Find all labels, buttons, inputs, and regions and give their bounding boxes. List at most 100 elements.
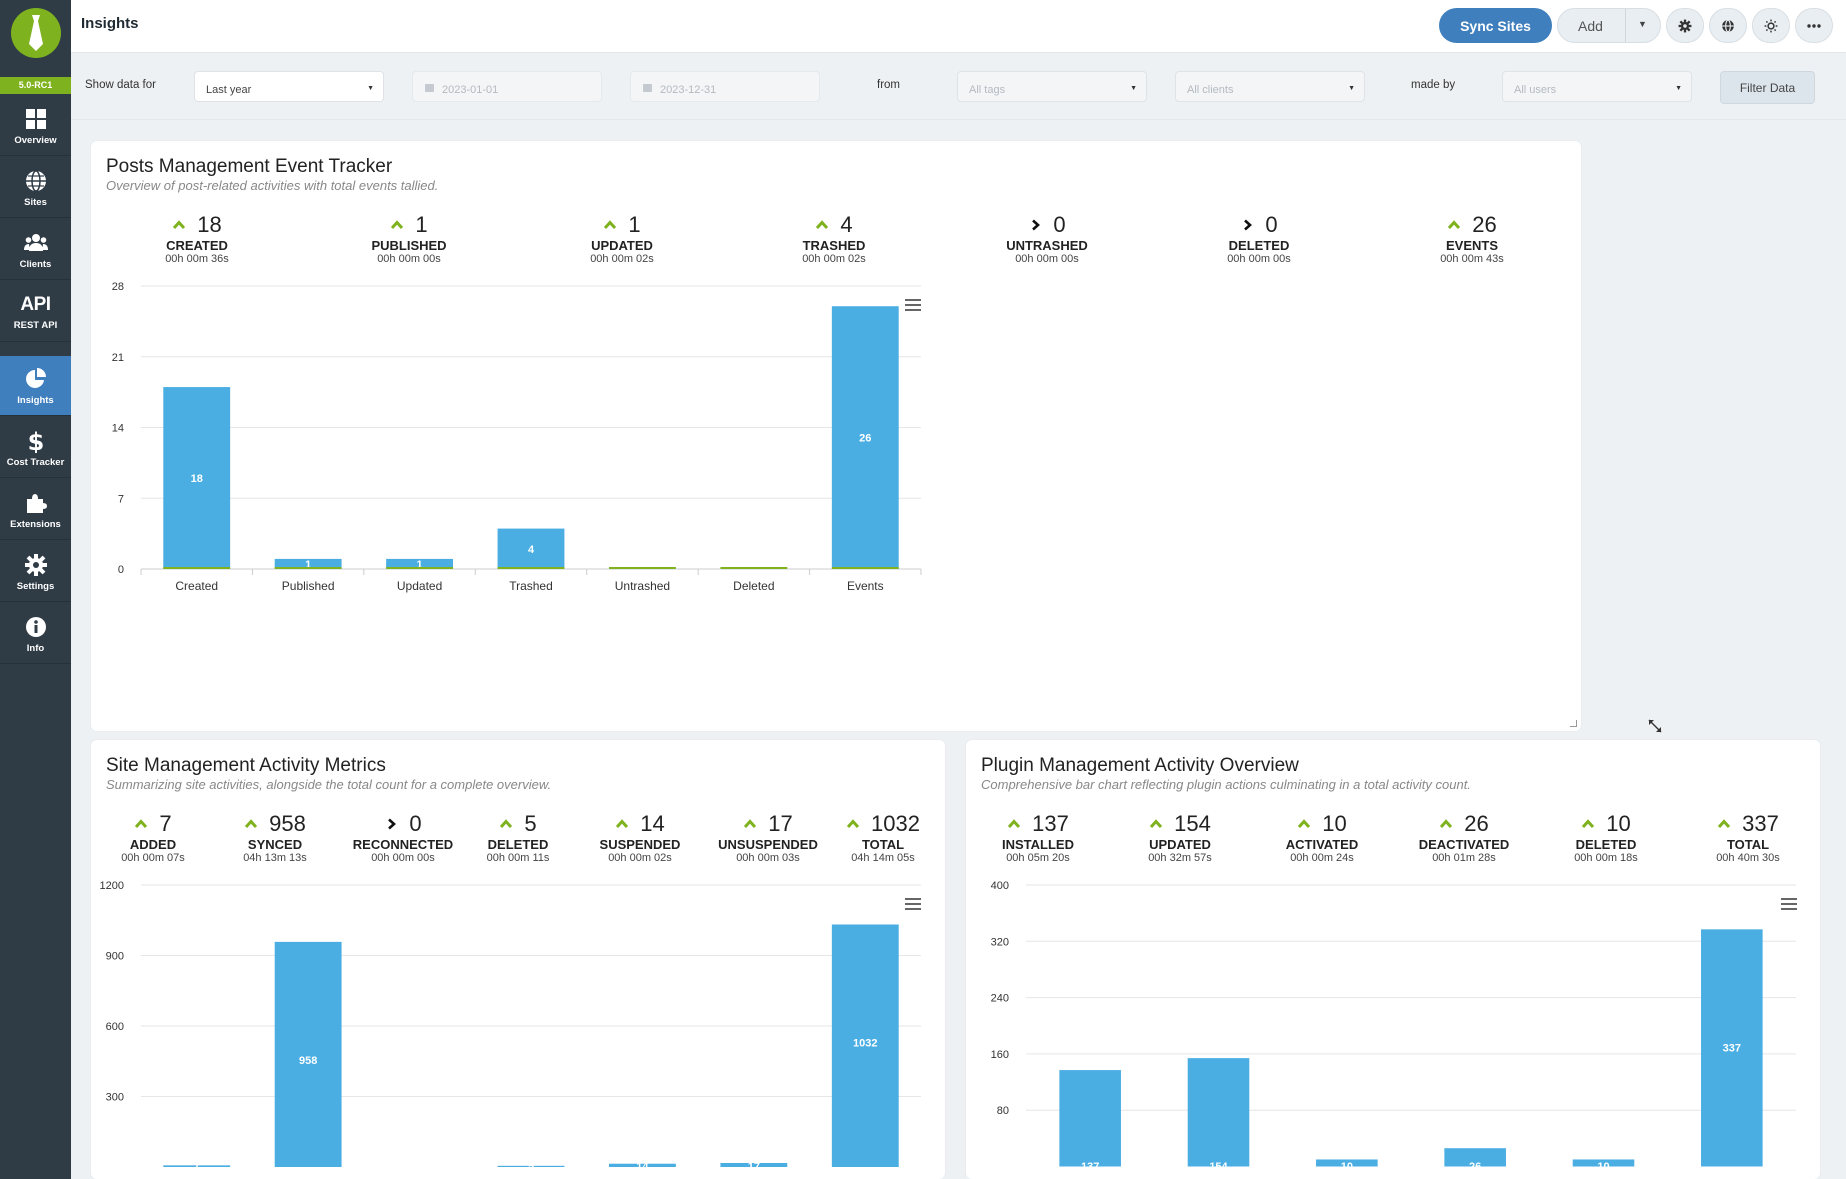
- clients-select[interactable]: All clients ▼: [1175, 71, 1365, 102]
- trend-up-icon: [1582, 819, 1595, 829]
- stat-value: 0: [1265, 212, 1278, 237]
- period-select[interactable]: Last year ▼: [194, 71, 384, 102]
- date-to-field[interactable]: 2023-12-31: [630, 71, 820, 102]
- sidebar-item-settings[interactable]: Settings: [0, 542, 71, 602]
- more-button[interactable]: [1795, 8, 1833, 43]
- stat-value: 4: [840, 212, 853, 237]
- stat-label: DEACTIVATED: [1418, 837, 1510, 852]
- trend-up-icon: [1440, 819, 1453, 829]
- bar-published: [274, 558, 342, 569]
- chart-menu-icon[interactable]: [905, 898, 921, 910]
- period-select-value: Last year: [206, 84, 252, 96]
- stat-value-row: 0: [328, 811, 478, 836]
- add-button[interactable]: Add ▼: [1557, 8, 1661, 43]
- sidebar-item-info[interactable]: Info: [0, 604, 71, 664]
- chart-menu-icon[interactable]: [905, 299, 921, 311]
- stat-value-row: 18: [122, 212, 272, 237]
- stat-label: EVENTS: [1445, 238, 1498, 253]
- date-from-value: 2023-01-01: [442, 84, 499, 96]
- sync-sites-button[interactable]: Sync Sites: [1439, 8, 1552, 43]
- tags-select[interactable]: All tags ▼: [957, 71, 1147, 102]
- sidebar-item-clients[interactable]: Clients: [0, 220, 71, 280]
- resize-arrow-icon[interactable]: [1647, 718, 1663, 734]
- svg-text:$: $: [27, 429, 44, 453]
- bar-baseline: [831, 567, 899, 569]
- stat-value-row: 1032: [808, 811, 945, 836]
- stat-label: TOTAL: [1726, 837, 1770, 852]
- y-tick-label: 300: [106, 1092, 124, 1104]
- stat-value-row: 5: [443, 811, 593, 836]
- stat-time: 00h 00m 18s: [1574, 852, 1638, 864]
- trend-up-icon: [616, 819, 629, 829]
- sidebar-item-sites[interactable]: Sites: [0, 158, 71, 218]
- stat-value-row: 10: [1247, 811, 1397, 836]
- bar-baseline: [163, 567, 231, 569]
- stat-value: 10: [1322, 811, 1347, 836]
- bar-value-label: 10: [1597, 1161, 1609, 1173]
- stat-time: 00h 00m 00s: [371, 852, 435, 864]
- sidebar-item-label: Overview: [14, 135, 57, 146]
- sidebar-item-insights[interactable]: Insights: [0, 356, 71, 416]
- date-from-field[interactable]: 2023-01-01: [412, 71, 602, 102]
- stat-installed: 137 INSTALLED 00h 05m 20s: [966, 811, 1113, 865]
- gear-icon: [1678, 19, 1692, 32]
- stat-value: 7: [159, 811, 172, 836]
- sidebar: 5.0-RC1 Overview Sites Clients API REST …: [0, 0, 71, 1179]
- stat-value: 1: [415, 212, 428, 237]
- chart-menu-icon[interactable]: [1781, 898, 1797, 910]
- stat-time: 00h 00m 43s: [1440, 253, 1504, 265]
- stat-time: 00h 05m 20s: [1006, 852, 1070, 864]
- stat-value: 1: [628, 212, 641, 237]
- trend-up-icon: [1298, 819, 1311, 829]
- filter-data-button[interactable]: Filter Data: [1720, 71, 1815, 104]
- bar-activated: [1316, 1159, 1378, 1167]
- stat-value: 5: [524, 811, 537, 836]
- stat-time: 00h 00m 24s: [1290, 852, 1354, 864]
- x-category-label: Updated: [397, 579, 442, 593]
- y-tick-label: 240: [991, 993, 1009, 1005]
- stat-value: 0: [1053, 212, 1066, 237]
- stat-value: 0: [409, 811, 422, 836]
- stat-time: 04h 14m 05s: [851, 852, 915, 864]
- stat-label: UPDATED: [1149, 837, 1211, 852]
- bar-synced: [274, 941, 342, 1167]
- trend-up-icon: [1008, 819, 1021, 829]
- sidebar-item-rest-api[interactable]: API REST API: [0, 282, 71, 342]
- globe-icon: [25, 170, 46, 192]
- y-tick-label: 80: [997, 1105, 1009, 1117]
- bar-value-label: 14: [636, 1161, 649, 1173]
- x-category-label: Untrashed: [615, 579, 670, 593]
- settings-button[interactable]: [1666, 8, 1704, 43]
- chevron-down-icon[interactable]: ▼: [1638, 19, 1647, 29]
- theme-button[interactable]: [1752, 8, 1790, 43]
- sidebar-item-label: Info: [26, 643, 45, 654]
- x-category-label: Created: [175, 579, 218, 593]
- sidebar-item-overview[interactable]: Overview: [0, 96, 71, 156]
- logo[interactable]: [11, 8, 61, 58]
- stat-label: DELETED: [1575, 837, 1637, 852]
- stat-label: TOTAL: [861, 837, 905, 852]
- resize-handle[interactable]: [1570, 720, 1577, 727]
- stat-suspended: 14 SUSPENDED 00h 00m 02s: [565, 811, 715, 865]
- bar-updated: [1187, 1058, 1250, 1167]
- sidebar-item-cost-tracker[interactable]: $ Cost Tracker: [0, 418, 71, 478]
- globe-button[interactable]: [1709, 8, 1747, 43]
- bar-value-label: 137: [1081, 1161, 1099, 1173]
- panel-subtitle: Summarizing site activities, alongside t…: [106, 777, 552, 792]
- add-button-divider: [1625, 9, 1626, 42]
- info-icon: [25, 617, 46, 637]
- dollar-icon: $: [27, 429, 44, 453]
- stat-time: 00h 00m 02s: [590, 253, 654, 265]
- page-title: Insights: [81, 15, 139, 32]
- users-select[interactable]: All users ▼: [1502, 71, 1692, 102]
- stat-value: 1032: [871, 811, 920, 836]
- panel-title: Plugin Management Activity Overview: [981, 755, 1299, 776]
- api-icon: API: [20, 294, 51, 315]
- stat-label: DELETED: [1228, 238, 1290, 253]
- sidebar-item-extensions[interactable]: Extensions: [0, 480, 71, 540]
- top-bar: Insights Sync Sites Add ▼: [71, 0, 1846, 53]
- stat-value-row: 7: [91, 811, 228, 836]
- bar-baseline: [497, 567, 565, 569]
- panel-subtitle: Comprehensive bar chart reflecting plugi…: [981, 777, 1471, 792]
- stat-value-row: 0: [972, 212, 1122, 237]
